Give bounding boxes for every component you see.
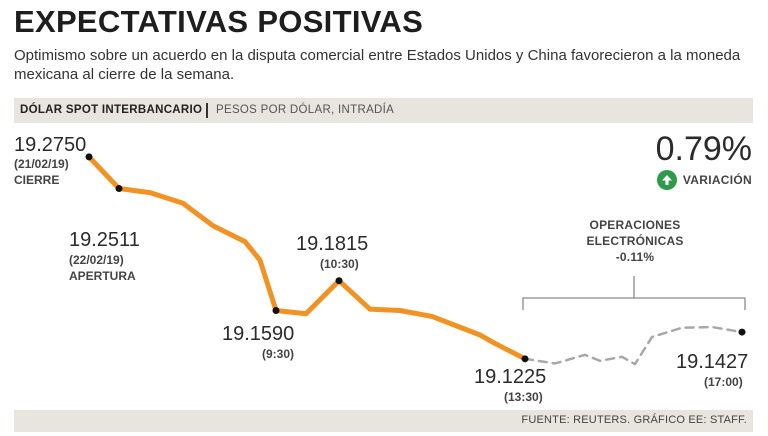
- electronic-ops-change: -0.11%: [615, 250, 655, 264]
- value-sublabel: CIERRE: [14, 173, 59, 187]
- data-point-marker: [521, 355, 529, 363]
- electronic-ops-bracket: [522, 276, 746, 310]
- chart-header-bar: DÓLAR SPOT INTERBANCARIO PESOS POR DÓLAR…: [14, 98, 753, 123]
- value-sublabel: (22/02/19): [69, 253, 124, 267]
- page-subtitle: Optimismo sobre un acuerdo en la disputa…: [14, 47, 741, 83]
- chart-header-title: DÓLAR SPOT INTERBANCARIO: [20, 104, 203, 116]
- value-sublabel: (13:30): [504, 390, 543, 404]
- value-sublabel: (21/02/19): [14, 157, 69, 171]
- arrow-up-icon: [656, 170, 677, 190]
- data-point-marker: [738, 328, 746, 336]
- bracket-line: [522, 276, 746, 310]
- value-sublabel: (17:00): [704, 375, 743, 389]
- variation-badge: VARIACIÓN: [656, 170, 752, 190]
- electronic-ops-annotation: OPERACIONES ELECTRÓNICAS -0.11%: [560, 217, 710, 265]
- variation-label: VARIACIÓN: [682, 173, 752, 187]
- data-point-marker: [272, 306, 280, 314]
- data-point-marker: [115, 185, 123, 193]
- electronic-ops-line1: OPERACIONES: [589, 218, 681, 232]
- value-label: 19.1427: [676, 351, 748, 373]
- value-label: 19.1225: [474, 366, 546, 388]
- electronic-ops-line2: ELECTRÓNICAS: [586, 234, 684, 248]
- series-line-electronic: [523, 325, 744, 366]
- value-sublabel: (9:30): [262, 347, 294, 361]
- value-label: 19.2511: [69, 229, 140, 251]
- source-note: FUENTE: REUTERS. GRÁFICO EE: STAFF.: [521, 414, 747, 426]
- data-point-marker: [85, 153, 93, 161]
- value-sublabel: (10:30): [320, 257, 359, 271]
- data-point-marker: [335, 277, 343, 285]
- variation-value: 0.79%: [655, 130, 752, 168]
- value-label: 19.1590: [222, 323, 294, 345]
- value-label: 19.1815: [296, 233, 368, 255]
- footer-bar: FUENTE: REUTERS. GRÁFICO EE: STAFF.: [14, 410, 753, 432]
- chart-header-subtitle: PESOS POR DÓLAR, INTRADÍA: [216, 104, 395, 116]
- value-sublabel: APERTURA: [69, 269, 136, 283]
- chart-header-divider: [206, 103, 208, 118]
- series-line-intradia: [86, 154, 528, 362]
- value-label: 19.2750: [14, 134, 86, 156]
- page-title: EXPECTATIVAS POSITIVAS: [14, 4, 424, 39]
